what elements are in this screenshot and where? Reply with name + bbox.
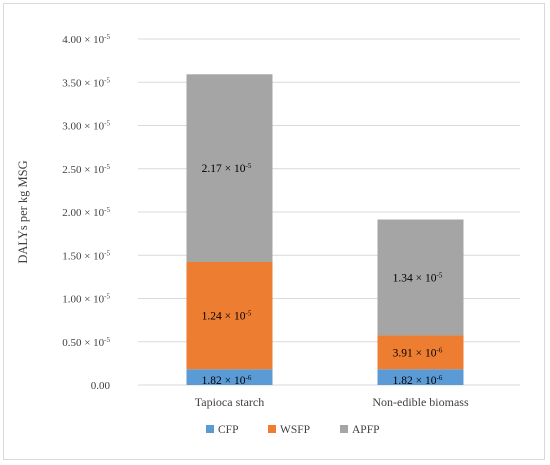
bars <box>186 74 464 385</box>
data-labels: 1.82 × 10-6 1.24 × 10-5 2.17 × 10-5 1.82 × … <box>202 162 443 387</box>
bar-wsfp-non-edible-biomass <box>377 335 464 370</box>
legend-swatch-apfp <box>340 425 348 433</box>
y-axis-ticks: 4.00 × 10-5 3.50 × 10-5 3.00 × 10-5 2.50 × … <box>62 33 110 392</box>
data-label: 3.91 × 10-6 <box>393 346 443 359</box>
y-tick-label: 2.00 × 10-5 <box>62 206 110 219</box>
y-tick-label: 0.00 <box>91 380 111 392</box>
y-axis-label: DALYs per kg MSG <box>16 160 30 263</box>
data-label: 1.24 × 10-5 <box>202 310 252 323</box>
data-label: 1.82 × 10-6 <box>393 374 443 387</box>
y-tick-label: 0.50 × 10-5 <box>62 336 110 349</box>
x-category-label: Non-edible biomass <box>372 395 469 409</box>
data-label: 2.17 × 10-5 <box>202 162 252 175</box>
legend-label-cfp: CFP <box>218 424 238 436</box>
legend: CFP WSFP APFP <box>206 424 380 436</box>
data-label: 1.82 × 10-6 <box>202 374 252 387</box>
legend-swatch-wsfp <box>268 425 276 433</box>
y-tick-label: 4.00 × 10-5 <box>62 33 110 46</box>
bar-apfp-tapioca-starch <box>186 74 273 262</box>
y-tick-label: 3.00 × 10-5 <box>62 120 110 133</box>
y-tick-label: 1.50 × 10-5 <box>62 249 110 262</box>
bar-apfp-non-edible-biomass <box>377 219 464 336</box>
bar-cfp-non-edible-biomass <box>377 369 464 385</box>
legend-label-apfp: APFP <box>352 424 380 436</box>
y-tick-label: 2.50 × 10-5 <box>62 163 110 176</box>
x-axis-categories: Tapioca starch Non-edible biomass <box>195 395 469 409</box>
y-tick-label: 3.50 × 10-5 <box>62 76 110 89</box>
bar-wsfp-tapioca-starch <box>186 261 273 370</box>
bar-cfp-tapioca-starch <box>186 369 273 385</box>
y-tick-label: 1.00 × 10-5 <box>62 293 110 306</box>
data-label: 1.34 × 10-5 <box>393 271 443 284</box>
legend-swatch-cfp <box>206 425 214 433</box>
legend-label-wsfp: WSFP <box>280 424 310 436</box>
x-category-label: Tapioca starch <box>195 395 264 409</box>
